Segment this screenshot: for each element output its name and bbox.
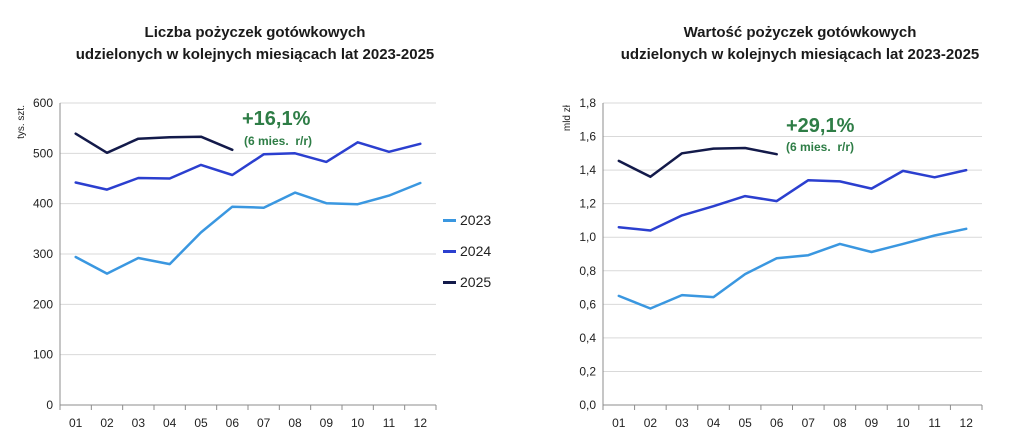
chart2-y-axis-label: mld zł xyxy=(562,104,573,131)
chart1-title-line1: Liczba pożyczek gotówkowych xyxy=(144,24,366,41)
chart1-ytick-label: 200 xyxy=(33,297,53,311)
chart2-ytick-label: 0,4 xyxy=(579,331,596,345)
chart2-xtick-label: 06 xyxy=(770,416,784,430)
chart1-ytick-label: 500 xyxy=(33,146,53,160)
chart1-xtick-label: 12 xyxy=(414,416,428,430)
chart2-ytick-label: 0,6 xyxy=(579,297,596,311)
chart1-title-line2: udzielonych w kolejnych miesiącach lat 2… xyxy=(75,46,435,63)
legend-item-2023: 2023 xyxy=(443,212,491,228)
legend-item-2025: 2025 xyxy=(443,274,491,290)
legend-label-2025: 2025 xyxy=(460,274,492,290)
chart1-xtick-label: 09 xyxy=(320,416,334,430)
chart2-title-line1: Wartość pożyczek gotówkowych xyxy=(683,24,917,41)
chart2-ytick-label: 1,8 xyxy=(579,96,596,110)
chart2-xtick-label: 02 xyxy=(644,416,658,430)
chart2-xtick-label: 07 xyxy=(802,416,816,430)
chart1-series-2024-line xyxy=(74,141,422,191)
legend-swatch-2025 xyxy=(443,280,456,284)
chart2-series-2025-line xyxy=(617,146,778,179)
chart1-ytick-label: 300 xyxy=(33,247,53,261)
chart2-series-2024-line xyxy=(617,168,968,232)
chart2-ytick-label: 1,4 xyxy=(579,163,596,177)
chart2-title: Wartość pożyczek gotówkowych udzielonych… xyxy=(585,22,1015,66)
chart2-xtick-label: 05 xyxy=(738,416,752,430)
chart2-xtick-label: 03 xyxy=(675,416,689,430)
chart1-xtick-label: 08 xyxy=(288,416,302,430)
legend-swatch-2023 xyxy=(443,218,456,222)
chart1-ytick-label: 0 xyxy=(46,398,53,412)
chart1-ytick-label: 600 xyxy=(33,96,53,110)
legend-label-2023: 2023 xyxy=(460,212,492,228)
chart2-ytick-label: 1,0 xyxy=(579,230,596,244)
chart2-ytick-label: 0,8 xyxy=(579,264,596,278)
chart2-xtick-label: 01 xyxy=(612,416,626,430)
chart1-xtick-label: 10 xyxy=(351,416,365,430)
chart1-annotation: +16,1% xyxy=(242,108,311,130)
chart2-annotation-sub: (6 mies. r/r) xyxy=(786,140,855,154)
legend-swatch-2024 xyxy=(443,249,456,253)
chart2-ytick-label: 1,6 xyxy=(579,130,596,144)
chart2-xtick-label: 09 xyxy=(865,416,879,430)
chart1-ytick-label: 400 xyxy=(33,197,53,211)
chart1-series-2023-line xyxy=(74,181,422,275)
chart2-xtick-label: 04 xyxy=(707,416,721,430)
chart2-ytick-label: 0,0 xyxy=(579,398,596,412)
chart1-title: Liczba pożyczek gotówkowych udzielonych … xyxy=(40,22,470,66)
chart1-xtick-label: 05 xyxy=(194,416,208,430)
chart1-series-2025-line xyxy=(74,132,234,155)
chart2-xtick-label: 08 xyxy=(833,416,847,430)
legend-item-2024: 2024 xyxy=(443,243,491,259)
chart2-title-line2: udzielonych w kolejnych miesiącach lat 2… xyxy=(620,46,980,63)
chart2-xtick-label: 11 xyxy=(928,416,941,430)
chart2-ytick-label: 0,2 xyxy=(579,364,596,378)
chart2-annotation: +29,1% xyxy=(786,115,855,137)
chart1-xtick-label: 01 xyxy=(69,416,83,430)
chart2-xtick-label: 12 xyxy=(960,416,974,430)
chart1-annotation-sub: (6 mies. r/r) xyxy=(244,134,313,148)
chart1-xtick-label: 11 xyxy=(383,416,396,430)
legend-label-2024: 2024 xyxy=(460,243,492,259)
chart1-xtick-label: 03 xyxy=(132,416,146,430)
chart1-xtick-label: 02 xyxy=(100,416,114,430)
chart1-xtick-label: 07 xyxy=(257,416,271,430)
chart2-xtick-label: 10 xyxy=(896,416,910,430)
chart2-series-2023-line xyxy=(617,227,968,310)
chart1-xtick-label: 06 xyxy=(226,416,240,430)
chart2-ytick-label: 1,2 xyxy=(579,197,596,211)
chart1-y-axis-label: tys. szt. xyxy=(16,105,27,139)
chart1-xtick-label: 04 xyxy=(163,416,177,430)
chart1-ytick-label: 100 xyxy=(33,348,53,362)
